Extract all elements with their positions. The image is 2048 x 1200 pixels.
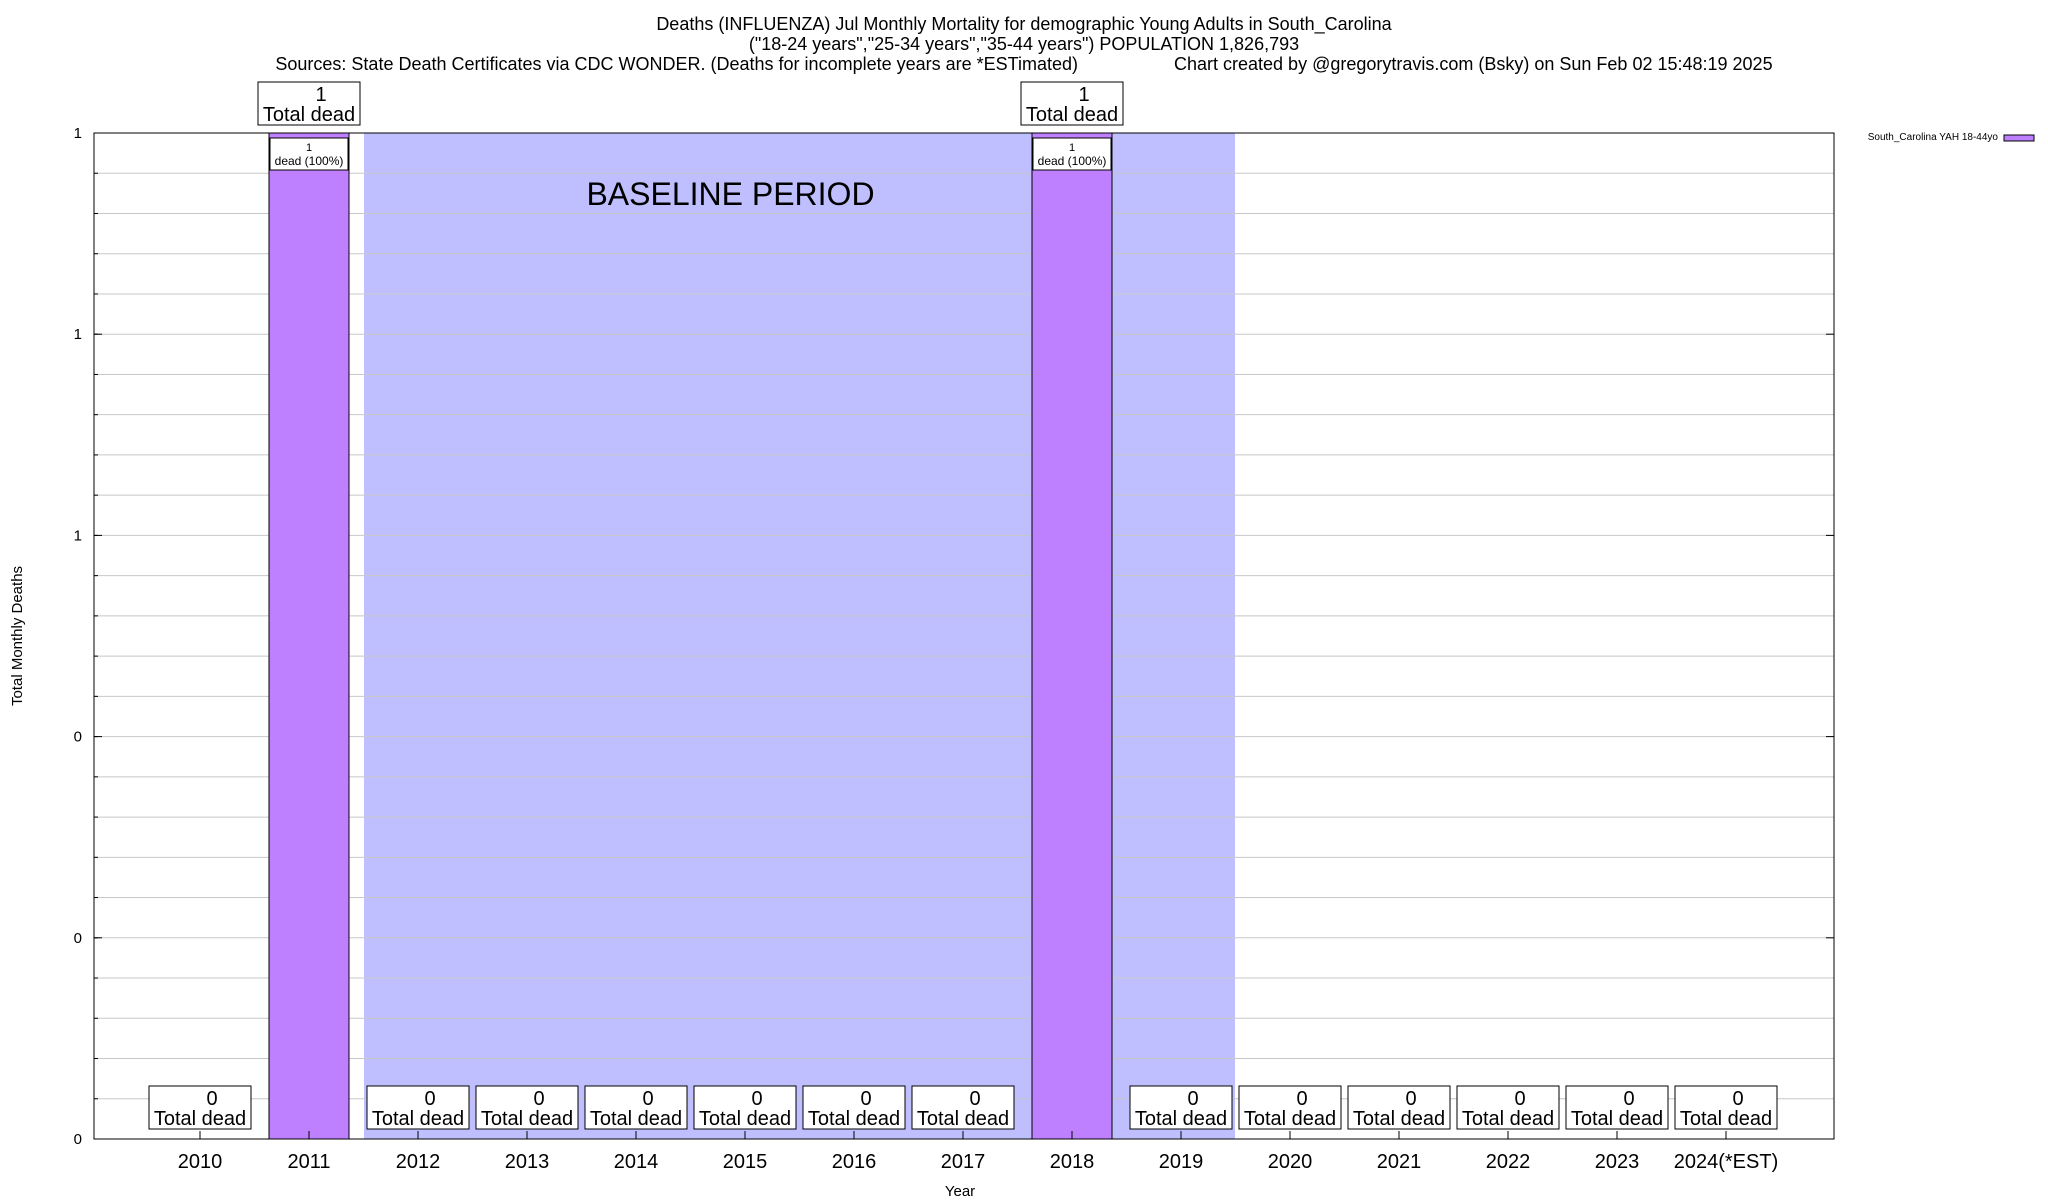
total-label-value: 0 xyxy=(1296,1088,1307,1110)
total-label-value: 0 xyxy=(1623,1088,1634,1110)
x-tick-label: 2015 xyxy=(723,1151,768,1173)
total-label-value: 0 xyxy=(1732,1088,1743,1110)
total-label-text: Total dead xyxy=(808,1108,900,1130)
total-label-text: Total dead xyxy=(481,1108,573,1130)
y-tick-label: 1 xyxy=(74,527,82,544)
total-label-box xyxy=(366,1085,470,1130)
y-tick-label: 1 xyxy=(74,125,82,142)
chart-subtitle: ("18-24 years","25-34 years","35-44 year… xyxy=(748,34,1300,54)
legend-swatch xyxy=(2003,134,2035,142)
total-label-value: 0 xyxy=(206,1088,217,1110)
total-label-text: Total dead xyxy=(1244,1108,1336,1130)
total-label-text: Total dead xyxy=(1026,104,1118,126)
chart-sources-line: Sources: State Death Certificates via CD… xyxy=(0,54,2048,74)
total-label-box xyxy=(1565,1085,1669,1130)
total-label-box xyxy=(1347,1085,1451,1130)
bar-inner-label-text: dead (100%) xyxy=(1038,154,1107,168)
total-label-text: Total dead xyxy=(699,1108,791,1130)
total-label-text: Total dead xyxy=(1353,1108,1445,1130)
total-label-value: 0 xyxy=(1405,1088,1416,1110)
x-tick-label: 2013 xyxy=(505,1151,550,1173)
total-label-box xyxy=(1238,1085,1342,1130)
total-label-text: Total dead xyxy=(263,104,355,126)
total-label-box xyxy=(1129,1085,1233,1130)
total-label-value: 1 xyxy=(315,84,326,106)
y-tick-label: 1 xyxy=(74,326,82,343)
legend-label: South_Carolina YAH 18-44yo xyxy=(1868,132,1999,143)
sources-text: Sources: State Death Certificates via CD… xyxy=(275,54,1078,74)
x-tick-label: 2019 xyxy=(1159,1151,1204,1173)
total-label-text: Total dead xyxy=(1135,1108,1227,1130)
total-label-value: 0 xyxy=(751,1088,762,1110)
total-label-box xyxy=(1674,1085,1778,1130)
total-label-text: Total dead xyxy=(1571,1108,1663,1130)
total-label-box xyxy=(802,1085,906,1130)
total-label-value: 0 xyxy=(1187,1088,1198,1110)
total-label-box xyxy=(911,1085,1015,1130)
total-label-box xyxy=(1020,81,1124,126)
total-label-value: 0 xyxy=(969,1088,980,1110)
total-label-box xyxy=(584,1085,688,1130)
x-tick-label: 2011 xyxy=(287,1151,330,1173)
total-label-value: 1 xyxy=(1078,84,1089,106)
credit-text: Chart created by @gregorytravis.com (Bsk… xyxy=(1174,54,1773,74)
x-tick-label: 2014 xyxy=(614,1151,659,1173)
x-tick-label: 2012 xyxy=(396,1151,441,1173)
x-tick-label: 2020 xyxy=(1268,1151,1313,1173)
total-label-text: Total dead xyxy=(154,1108,246,1130)
total-label-box xyxy=(475,1085,579,1130)
bar xyxy=(1031,132,1113,1140)
bar xyxy=(268,132,350,1140)
x-tick-label: 2021 xyxy=(1377,1151,1422,1173)
y-tick-label: 0 xyxy=(74,930,82,947)
total-label-value: 0 xyxy=(533,1088,544,1110)
bar-inner-label-box xyxy=(1032,137,1112,171)
x-tick-label: 2024(*EST) xyxy=(1674,1151,1779,1173)
x-tick-label: 2023 xyxy=(1595,1151,1640,1173)
total-label-value: 0 xyxy=(424,1088,435,1110)
y-tick-label: 0 xyxy=(74,1131,82,1148)
plot-frame xyxy=(93,132,1835,1140)
x-tick-label: 2022 xyxy=(1486,1151,1531,1173)
y-axis-title: Total Monthly Deaths xyxy=(9,566,26,706)
total-label-box xyxy=(148,1085,252,1130)
total-label-text: Total dead xyxy=(1680,1108,1772,1130)
total-label-value: 0 xyxy=(1514,1088,1525,1110)
x-tick-label: 2018 xyxy=(1050,1151,1095,1173)
total-label-box xyxy=(257,81,361,126)
bar-inner-label-box xyxy=(269,137,349,171)
x-tick-label: 2016 xyxy=(832,1151,877,1173)
total-label-text: Total dead xyxy=(1462,1108,1554,1130)
x-tick-label: 2010 xyxy=(178,1151,223,1173)
total-label-text: Total dead xyxy=(590,1108,682,1130)
y-tick-label: 0 xyxy=(74,729,82,746)
bar-inner-label-text: dead (100%) xyxy=(275,154,344,168)
total-label-box xyxy=(1456,1085,1560,1130)
total-label-text: Total dead xyxy=(372,1108,464,1130)
x-tick-label: 2017 xyxy=(941,1151,986,1173)
total-label-value: 0 xyxy=(642,1088,653,1110)
bar-inner-label-value: 1 xyxy=(1069,142,1075,154)
x-axis-title: Year xyxy=(945,1183,975,1200)
total-label-box xyxy=(693,1085,797,1130)
total-label-text: Total dead xyxy=(917,1108,1009,1130)
baseline-period-label: BASELINE PERIOD xyxy=(586,176,874,212)
total-label-value: 0 xyxy=(860,1088,871,1110)
bar-inner-label-value: 1 xyxy=(306,142,312,154)
chart-title: Deaths (INFLUENZA) Jul Monthly Mortality… xyxy=(656,14,1392,34)
